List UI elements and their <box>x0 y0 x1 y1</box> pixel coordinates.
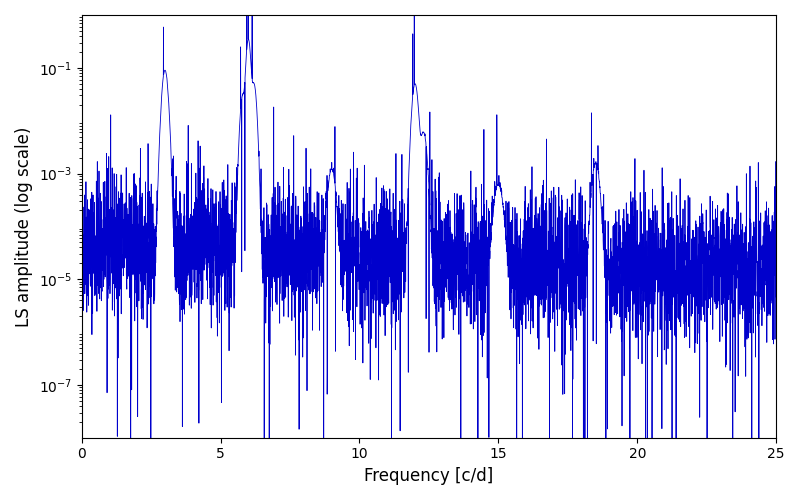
Y-axis label: LS amplitude (log scale): LS amplitude (log scale) <box>15 126 33 326</box>
X-axis label: Frequency [c/d]: Frequency [c/d] <box>364 467 494 485</box>
